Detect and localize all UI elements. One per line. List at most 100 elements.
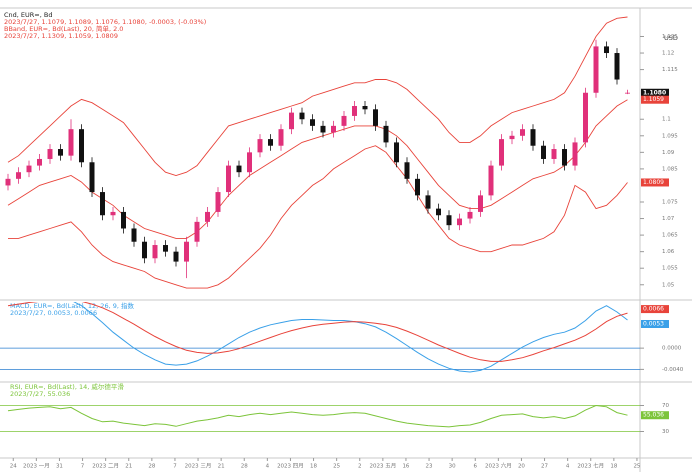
x-tick-label: 18 [310,464,317,470]
candle-body [278,129,284,146]
candle-body [131,228,137,242]
candle-body [541,145,546,159]
candle-body [551,149,557,159]
candle-body [604,46,609,54]
plot-area [5,16,630,289]
candle-body [614,53,620,80]
x-tick-label: 24 [10,464,17,470]
candle-body [310,119,315,126]
candle-body [37,158,42,166]
price-title: Cnd, EUR=, Bd [4,11,52,19]
x-tick-label: 16 [402,464,409,470]
x-tick-label: 2023 二月 [92,463,119,470]
last-value-label: 0.0066 [643,306,664,313]
candle-body [110,211,116,216]
candle-body [457,218,462,226]
y-tick-label: 1.115 [662,67,678,73]
candle-body [488,165,494,196]
x-tick-label: 21 [125,464,132,470]
candle-body [205,211,210,222]
x-tick-label: 27 [541,464,548,470]
candle-body [173,251,179,262]
x-tick-label: 25 [333,464,340,470]
candle-body [79,129,84,163]
y-tick-label: 0.0000 [662,346,682,352]
y-tick-label: 1.075 [662,200,678,206]
y-tick-label: 1.05 [662,282,675,288]
last-value-label: 55.036 [643,412,664,419]
x-tick-label: 31 [56,464,63,470]
x-tick-label: 2023 三月 [185,463,212,470]
candle-body [625,92,630,94]
candle-body [425,195,431,209]
candle-body [362,106,368,110]
x-tick-label: 25 [633,464,640,470]
x-tick-label: 18 [610,464,617,470]
candle-body [394,142,399,163]
candle-body [47,149,53,159]
y-tick-label: 1.095 [662,133,678,139]
x-tick-label: 4 [566,464,570,470]
candle-body [142,241,147,259]
candle-body [26,165,32,173]
candle-body [520,129,525,136]
candle-body [467,211,473,219]
candle-body [247,152,252,173]
x-tick-label: 2023 一月 [23,463,50,470]
candle-body [341,115,347,126]
y-tick-label: 1.12 [662,51,674,57]
y-tick-label: 1.085 [662,166,678,172]
y-tick-label: 30 [662,429,669,435]
candle-body [446,215,452,226]
y-tick-label: 70 [662,403,669,409]
candle-body [289,112,294,130]
last-value-label: 0.0053 [643,320,664,327]
x-tick-label: 23 [426,464,433,470]
band-value-label: 1.0809 [643,179,664,186]
candle-body [383,125,389,143]
x-tick-label: 7 [173,464,177,470]
band-value-label: 1.1059 [643,96,664,103]
price-subtitle: 2023/7/27, 1.1079, 1.1089, 1.1076, 1.108… [4,18,206,26]
bband-name: BBand, EUR=, Bd(Last), 20, 简单, 2.0 [4,24,123,33]
y-tick-label: -0.0040 [662,367,684,373]
x-tick-label: 2023 四月 [277,463,304,470]
candle-body [184,241,189,262]
candle-body [373,109,378,126]
candle-body [257,139,263,153]
candle-body [331,125,336,133]
bollinger-middle [7,99,628,239]
candle-body [236,165,242,173]
bollinger-lower [8,145,628,289]
last-value-box [641,319,669,328]
candle-body [509,135,515,140]
candle-body [68,129,74,156]
y-tick-label: 1.09 [662,150,675,156]
x-tick-label: 2 [358,464,362,470]
candle-body [436,208,441,216]
candle-body [593,46,599,93]
candle-body [562,149,567,166]
x-tick-label: 21 [218,464,225,470]
y-tick-label: 1.06 [662,249,675,255]
band-value-box [641,178,669,187]
y-tick-label: 1.1 [662,117,671,123]
candle-body [16,172,21,179]
candle-body [121,211,126,229]
candle-body [58,149,63,156]
indicator-line [7,302,628,362]
candle-body [268,139,273,146]
y-tick-label: 1.125 [662,34,678,40]
x-tick-label: 28 [241,464,248,470]
x-tick-label: 4 [266,464,270,470]
candle-body [89,162,95,193]
macd-title: MACD, EUR=, Bd(Last), 12, 26, 9, 指数 [10,301,134,310]
y-unit: USD [664,34,678,42]
x-tick-label: 7 [81,464,85,470]
x-tick-label: 6 [474,464,478,470]
candle-body [530,129,536,146]
plot-area [7,404,628,428]
candle-body [215,192,221,212]
candle-body [499,139,504,166]
